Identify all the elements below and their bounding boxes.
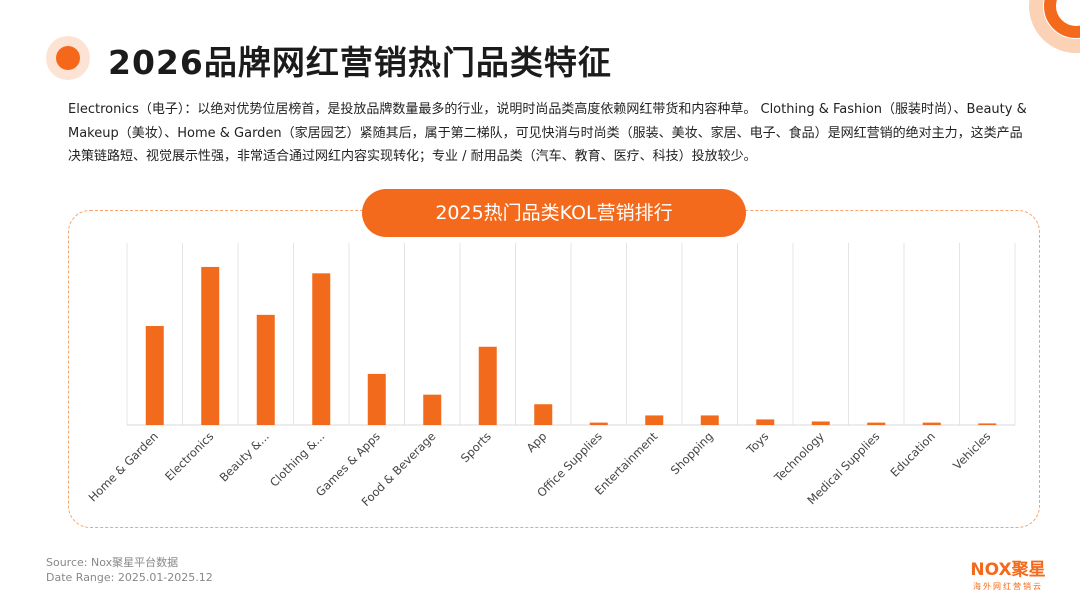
logo-sub-text: 海外网红营销云	[973, 582, 1043, 591]
source-line: Source: Nox聚星平台数据	[46, 556, 179, 569]
bar-10	[700, 415, 719, 425]
page-title: 2026品牌网红营销热门品类特征	[108, 43, 612, 82]
x-tick-label-3: Clothing &...	[267, 429, 327, 489]
description-paragraph: Electronics（电子）：以绝对优势位居榜首，是投放品牌数量最多的行业，说…	[68, 102, 1027, 164]
bar-3	[312, 273, 331, 425]
x-tick-label-0: Home & Garden	[86, 429, 161, 504]
x-tick-label-2: Beauty &...	[217, 429, 272, 484]
bar-15	[978, 423, 997, 425]
source-note: Source: Nox聚星平台数据 Date Range: 2025.01-20…	[46, 555, 213, 585]
bar-4	[367, 373, 386, 425]
bar-14	[922, 422, 941, 425]
title-bullet-icon	[46, 36, 90, 80]
chart-title: 2025热门品类KOL营销排行	[362, 189, 746, 237]
corner-decoration-icon	[1029, 0, 1080, 53]
date-range-line: Date Range: 2025.01-2025.12	[46, 571, 213, 584]
x-tick-label-15: Vehicles	[950, 429, 993, 472]
x-tick-label-7: App	[524, 429, 550, 455]
bar-7	[534, 404, 553, 425]
bar-12	[811, 421, 830, 425]
x-tick-label-14: Education	[887, 429, 937, 479]
bar-5	[423, 394, 442, 425]
bar-8	[589, 422, 608, 425]
logo-main-text: NOX聚星	[970, 560, 1046, 580]
nox-logo: NOX聚星 海外网红营销云	[968, 555, 1048, 592]
x-tick-label-6: Sports	[458, 429, 494, 465]
x-tick-label-10: Shopping	[668, 429, 716, 477]
bar-11	[756, 419, 775, 425]
x-tick-label-1: Electronics	[162, 429, 216, 483]
bar-9	[645, 415, 664, 425]
bar-13	[867, 422, 886, 425]
x-tick-label-11: Toys	[743, 429, 771, 457]
bar-0	[145, 326, 164, 425]
bar-1	[201, 266, 220, 425]
bar-6	[478, 346, 497, 425]
x-tick-label-12: Technology	[771, 429, 827, 485]
bar-2	[256, 314, 275, 425]
